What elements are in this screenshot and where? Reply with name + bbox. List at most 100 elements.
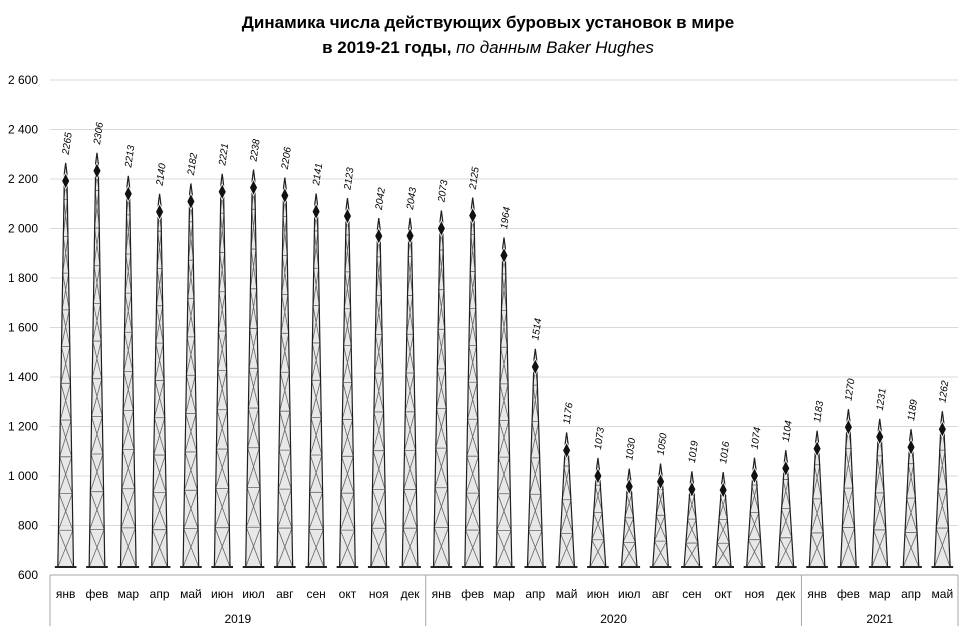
rig-bar bbox=[900, 429, 922, 568]
x-tick-label: янв bbox=[432, 587, 452, 601]
rig-bar bbox=[399, 217, 421, 568]
y-tick-label: 1 600 bbox=[8, 321, 38, 335]
x-tick-label: апр bbox=[901, 587, 921, 601]
rig-bar bbox=[493, 237, 515, 568]
year-label: 2021 bbox=[866, 612, 893, 626]
data-label: 1189 bbox=[906, 398, 920, 421]
rig-bar bbox=[587, 457, 609, 568]
x-tick-label: мар bbox=[493, 587, 515, 601]
data-label: 2140 bbox=[155, 162, 169, 187]
x-tick-label: фев bbox=[837, 587, 860, 601]
data-label: 2213 bbox=[123, 144, 137, 169]
data-label: 2125 bbox=[468, 166, 482, 191]
data-label: 1270 bbox=[843, 378, 857, 402]
data-label: 1262 bbox=[937, 380, 951, 404]
x-tick-label: янв bbox=[807, 587, 827, 601]
x-tick-label: ноя bbox=[745, 587, 765, 601]
x-tick-label: фев bbox=[86, 587, 109, 601]
x-tick-label: фев bbox=[461, 587, 484, 601]
x-tick-label: июн bbox=[587, 587, 609, 601]
chart-title-line1: Динамика числа действующих буровых устан… bbox=[241, 13, 735, 32]
rig-bar bbox=[430, 210, 453, 568]
x-tick-label: авг bbox=[276, 587, 294, 601]
x-tick-label: июн bbox=[211, 587, 233, 601]
rig-bar bbox=[743, 457, 766, 568]
data-label: 1176 bbox=[562, 402, 576, 425]
rig-bar bbox=[86, 152, 108, 568]
x-tick-label: май bbox=[932, 587, 954, 601]
rig-bar bbox=[649, 463, 672, 568]
chart-title: Динамика числа действующих буровых устан… bbox=[0, 10, 976, 60]
data-label: 1231 bbox=[875, 388, 889, 412]
rig-bar bbox=[837, 409, 860, 568]
x-tick-label: авг bbox=[652, 587, 670, 601]
rig-bar bbox=[806, 430, 828, 568]
data-label: 1074 bbox=[750, 426, 764, 450]
x-tick-label: сен bbox=[306, 587, 325, 601]
y-tick-label: 2 200 bbox=[8, 172, 38, 186]
data-label: 2221 bbox=[217, 143, 231, 168]
data-label: 2123 bbox=[342, 166, 356, 191]
rig-bar bbox=[524, 348, 547, 568]
y-tick-label: 1 800 bbox=[8, 271, 38, 285]
data-label: 1019 bbox=[687, 440, 701, 464]
rig-bar bbox=[148, 193, 171, 568]
data-label: 1104 bbox=[781, 419, 795, 442]
data-label: 2073 bbox=[436, 179, 450, 204]
x-tick-label: апр bbox=[150, 587, 170, 601]
data-label: 2042 bbox=[374, 187, 388, 212]
y-tick-label: 1 400 bbox=[8, 370, 38, 384]
data-label: 1964 bbox=[499, 206, 513, 230]
y-tick-label: 600 bbox=[18, 568, 38, 582]
x-tick-label: окт bbox=[339, 587, 357, 601]
data-label: 2265 bbox=[61, 131, 75, 156]
chart-title-line2-italic: по данным Baker Hughes bbox=[456, 38, 654, 57]
rig-bar bbox=[242, 169, 265, 568]
data-label: 1030 bbox=[624, 437, 638, 461]
rig-bar bbox=[712, 471, 734, 568]
x-axis: янв фев мар апр май июн июл авг сен окт ноя дек янв ф… bbox=[49, 574, 959, 626]
y-tick-label: 800 bbox=[18, 519, 38, 533]
data-label: 1050 bbox=[656, 432, 670, 456]
bars bbox=[54, 152, 954, 568]
rig-bar bbox=[555, 432, 578, 568]
x-tick-label: июл bbox=[242, 587, 264, 601]
x-tick-label: май bbox=[180, 587, 202, 601]
rig-bar bbox=[774, 450, 797, 568]
data-label: 2043 bbox=[405, 186, 419, 211]
y-tick-label: 2 600 bbox=[8, 73, 38, 87]
x-tick-label: мар bbox=[869, 587, 891, 601]
y-axis-ticks: 600 800 1 000 1 200 1 400 1 600 1 800 2 000 2 20… bbox=[8, 73, 38, 582]
y-tick-label: 1 000 bbox=[8, 469, 38, 483]
y-tick-label: 2 400 bbox=[8, 123, 38, 137]
x-tick-label: ноя bbox=[369, 587, 389, 601]
data-label: 1514 bbox=[530, 317, 544, 341]
rig-bar bbox=[117, 175, 140, 568]
x-tick-label: июл bbox=[618, 587, 640, 601]
x-tick-label: мар bbox=[117, 587, 139, 601]
rig-bar bbox=[931, 411, 954, 568]
data-label: 2306 bbox=[92, 121, 106, 146]
data-label: 2182 bbox=[186, 152, 200, 177]
data-labels: 2265 2306 2213 2140 2182 2221 2238 2206 2141 2123… bbox=[61, 121, 952, 464]
data-label: 2141 bbox=[311, 162, 325, 187]
data-label: 1016 bbox=[718, 440, 732, 464]
rig-bar bbox=[367, 218, 390, 568]
data-label: 2206 bbox=[280, 146, 294, 171]
rig-bar bbox=[461, 197, 484, 568]
chart-title-line2: в 2019-21 годы, по данным Baker Hughes bbox=[0, 35, 976, 60]
rig-bar bbox=[180, 183, 202, 568]
x-tick-label: дек bbox=[776, 587, 796, 601]
rig-bar bbox=[681, 471, 703, 568]
rig-bar bbox=[618, 468, 641, 568]
rig-bar bbox=[274, 177, 296, 568]
year-label: 2019 bbox=[225, 612, 252, 626]
x-tick-label: май bbox=[556, 587, 578, 601]
year-label: 2020 bbox=[600, 612, 627, 626]
rig-bar bbox=[868, 418, 891, 568]
x-tick-label: окт bbox=[714, 587, 732, 601]
rig-bar bbox=[305, 193, 327, 568]
y-tick-label: 2 000 bbox=[8, 222, 38, 236]
y-tick-label: 1 200 bbox=[8, 420, 38, 434]
